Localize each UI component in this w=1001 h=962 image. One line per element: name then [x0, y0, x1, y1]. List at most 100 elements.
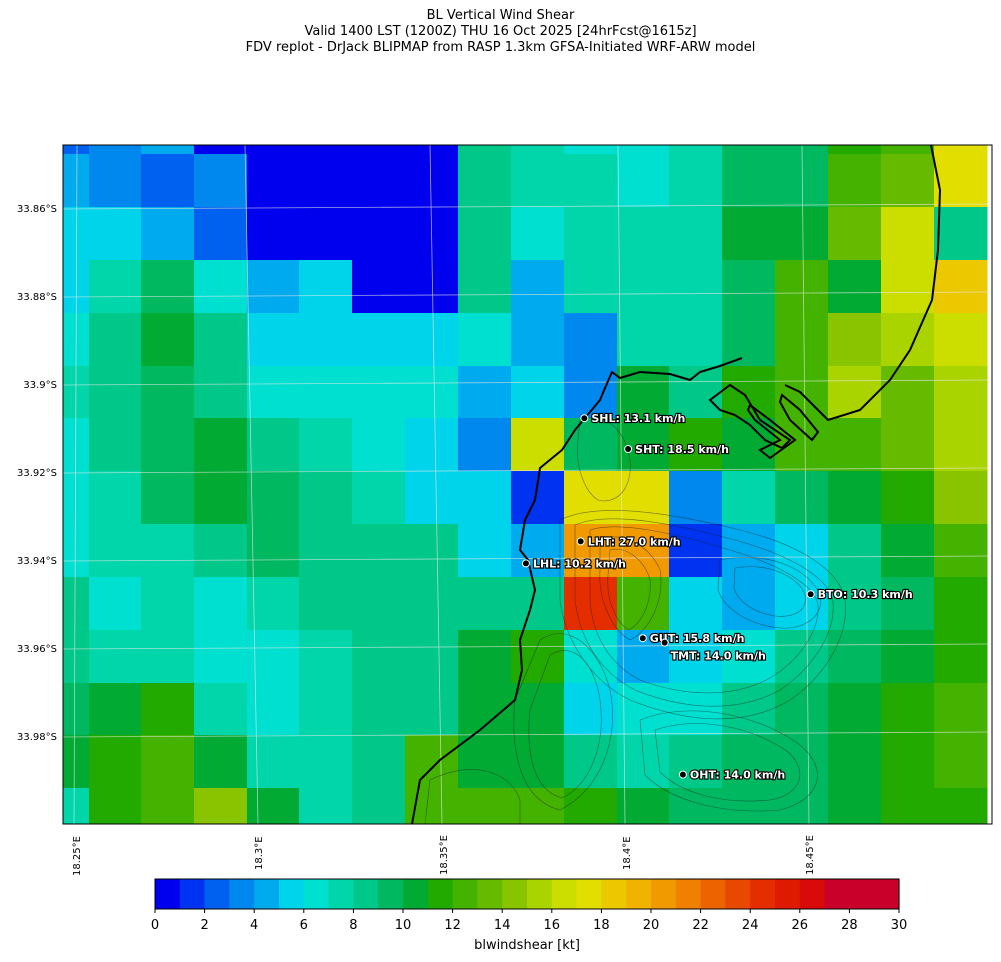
- colorbar-tick-label: 16: [544, 918, 561, 933]
- grid-cell: [299, 577, 353, 631]
- grid-cell: [405, 260, 459, 314]
- colorbar-segment: [452, 879, 478, 909]
- grid-cell: [458, 207, 512, 261]
- grid-cell: [247, 313, 300, 367]
- grid-cell: [564, 683, 618, 736]
- grid-cell: [352, 260, 406, 314]
- colorbar-segment: [477, 879, 503, 909]
- grid-cell: [194, 366, 248, 419]
- grid-cell: [722, 207, 776, 261]
- graticule-line: [63, 291, 992, 298]
- grid-cell: [247, 788, 300, 824]
- grid-cell: [828, 788, 882, 824]
- colorbar-segment: [601, 879, 627, 909]
- grid-cell: [352, 735, 406, 789]
- grid-cell: [89, 145, 142, 155]
- grid-cell: [881, 145, 935, 155]
- grid-cell: [141, 154, 195, 208]
- colorbar-tick-label: 6: [300, 918, 308, 933]
- grid-cell: [89, 154, 142, 208]
- grid-cell: [405, 471, 459, 525]
- latitude-axis: 33.86°S 33.88°S 33.9°S 33.92°S 33.94°S 3…: [17, 204, 57, 743]
- grid-cell: [934, 471, 988, 525]
- grid-cell: [669, 630, 723, 684]
- grid-cell: [352, 788, 406, 824]
- grid-cell: [564, 154, 618, 208]
- grid-cell: [564, 735, 618, 789]
- grid-cell: [89, 577, 142, 631]
- grid-cell: [669, 418, 723, 472]
- colorbar-segment: [824, 879, 850, 909]
- grid-cell: [405, 683, 459, 736]
- grid-cell: [722, 524, 776, 578]
- grid-cell: [89, 366, 142, 419]
- grid-cell: [775, 471, 829, 525]
- station-label-gut: GUT: 15.8 km/h: [650, 632, 745, 645]
- grid-cell: [934, 418, 988, 472]
- colorbar-segment: [303, 879, 330, 909]
- colorbar: 0 2 4 6 8 10 12 14 16 18 20 22 24 26 28 30: [151, 878, 907, 933]
- contour-line: [717, 557, 822, 629]
- grid-cell: [458, 145, 512, 155]
- chart-title: BL Vertical Wind Shear: [426, 8, 575, 23]
- grid-cell: [458, 735, 512, 789]
- grid-cell: [89, 313, 142, 367]
- grid-cell: [141, 683, 195, 736]
- contour-line: [577, 417, 631, 502]
- grid-cell: [881, 630, 935, 684]
- grid-cell: [352, 366, 406, 419]
- colorbar-tick-label: 4: [250, 918, 258, 933]
- contour-line: [513, 633, 613, 811]
- station-label-lht: LHT: 27.0 km/h: [588, 535, 681, 548]
- grid-cell: [669, 577, 723, 631]
- colorbar-tick-label: 12: [444, 918, 461, 933]
- grid-cell: [775, 524, 829, 578]
- grid-cell: [775, 577, 829, 631]
- grid-cell: [775, 260, 829, 314]
- coastline-east: [784, 145, 942, 422]
- lon-label: 18.25°E: [72, 836, 83, 876]
- grid-cell: [934, 366, 988, 419]
- grid-cell: [669, 260, 723, 314]
- grid-cell: [669, 735, 723, 789]
- grid-cell: [299, 313, 353, 367]
- grid-cell: [247, 630, 300, 684]
- grid-cell: [247, 418, 300, 472]
- grid-cell: [881, 418, 935, 472]
- grid-cell: [617, 683, 670, 736]
- grid-cell: [247, 145, 300, 155]
- colorbar-tick-label: 0: [151, 918, 159, 933]
- grid-cell: [194, 735, 248, 789]
- grid-cell: [881, 366, 935, 419]
- grid-cell: [89, 630, 142, 684]
- grid-cell: [141, 788, 195, 824]
- lat-label: 33.88°S: [17, 292, 57, 303]
- longitude-axis: 18.25°E 18.3°E 18.35°E 18.4°E 18.45°E: [72, 835, 816, 876]
- grid-cell: [934, 154, 988, 208]
- station-label-tmt: TMT: 14.0 km/h: [671, 650, 766, 663]
- grid-cell: [89, 418, 142, 472]
- grid-cell: [934, 313, 988, 367]
- graticule-line: [63, 467, 992, 474]
- colorbar-segment: [551, 879, 578, 909]
- grid-cell: [934, 524, 988, 578]
- grid-cell: [63, 260, 90, 314]
- grid-cell: [194, 313, 248, 367]
- grid-cell: [352, 418, 406, 472]
- grid-cell: [564, 207, 618, 261]
- contour-line: [654, 723, 801, 802]
- grid-cell: [89, 735, 142, 789]
- grid-cell: [669, 207, 723, 261]
- grid-cell: [352, 145, 406, 155]
- grid-cell: [299, 524, 353, 578]
- grid-cell: [881, 313, 935, 367]
- grid-cell: [881, 154, 935, 208]
- grid-cell: [934, 145, 988, 155]
- grid-cell: [141, 207, 195, 261]
- colorbar-segment: [179, 879, 206, 909]
- grid-cell: [669, 366, 723, 419]
- grid-cell: [617, 313, 670, 367]
- station-label-oht: OHT: 14.0 km/h: [690, 769, 785, 782]
- contour-line: [589, 526, 819, 694]
- grid-cell: [669, 145, 723, 155]
